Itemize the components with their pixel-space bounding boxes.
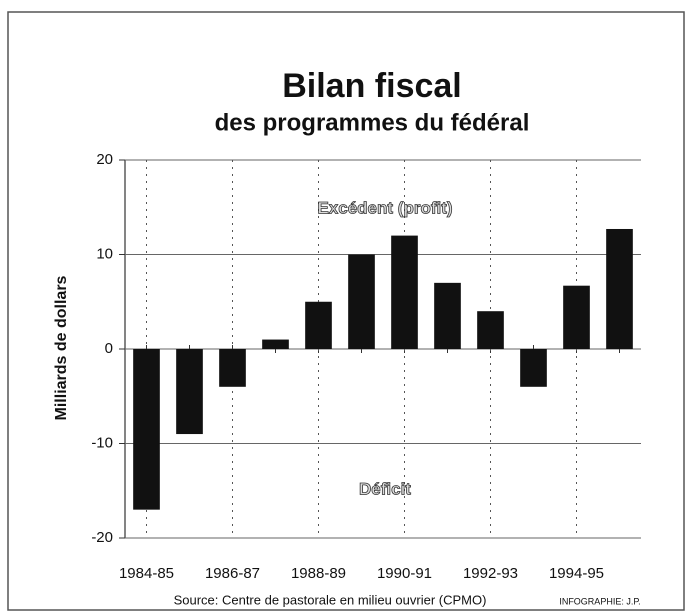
- bar: [176, 349, 203, 435]
- y-tick-label: 10: [96, 245, 113, 262]
- y-tick-label: -20: [91, 529, 113, 546]
- y-tick-label: 20: [96, 151, 113, 168]
- bar: [133, 349, 160, 510]
- annotation: Déficit: [359, 479, 411, 498]
- x-tick-label: 1984-85: [119, 565, 174, 582]
- x-tick-label: 1992-93: [463, 565, 518, 582]
- x-tick-label: 1990-91: [377, 565, 432, 582]
- source: Source: Centre de pastorale en milieu ou…: [174, 592, 487, 607]
- y-tick-label: 0: [105, 340, 113, 357]
- chart-title: Bilan fiscal: [282, 67, 462, 105]
- chart-subtitle: des programmes du fédéral: [215, 109, 530, 136]
- x-tick-label: 1986-87: [205, 565, 260, 582]
- bar: [391, 235, 418, 349]
- x-tick-label: 1988-89: [291, 565, 346, 582]
- bar: [606, 228, 633, 349]
- bar: [262, 339, 289, 349]
- credit: INFOGRAPHIE: J.P.: [559, 596, 640, 606]
- bar: [520, 349, 547, 387]
- x-tick-label: 1994-95: [549, 565, 604, 582]
- bar: [305, 301, 332, 349]
- y-tick-label: -10: [91, 434, 113, 451]
- bar: [477, 311, 504, 349]
- bar: [219, 349, 246, 387]
- annotation: Excédent (profit): [317, 198, 452, 217]
- bar: [434, 282, 461, 349]
- bar: [563, 285, 590, 349]
- y-axis-label: Milliards de dollars: [53, 275, 70, 420]
- bar: [348, 254, 375, 349]
